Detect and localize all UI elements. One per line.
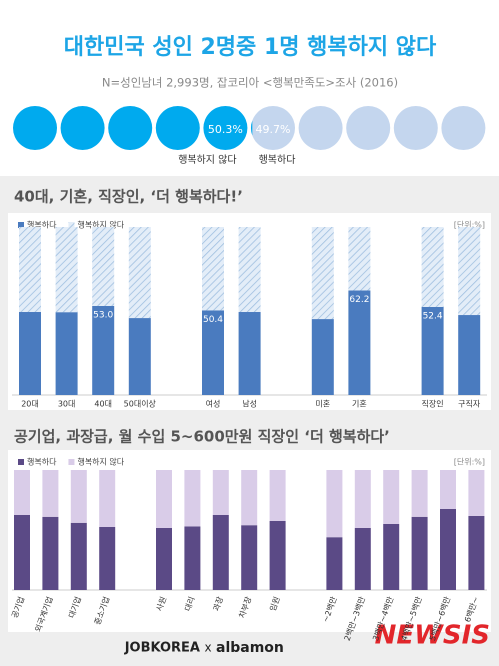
pictogram-circle — [13, 106, 57, 150]
bar-segment — [238, 227, 261, 313]
bar-segment — [326, 537, 343, 590]
bar-segment — [70, 522, 87, 590]
x-tick-label: 기혼 — [352, 399, 367, 409]
unit-label: [단위:%] — [454, 457, 485, 467]
brand: JOBKOREA — [124, 641, 200, 656]
x-tick-label: 여성 — [206, 399, 221, 409]
subtitle: N=성인남녀 2,993명, 잡코리아 <행복만족도>조사 (2016) — [102, 76, 398, 90]
bar-segment — [19, 227, 41, 313]
bar-segment — [383, 524, 400, 590]
pictogram-circle — [155, 106, 200, 150]
bar-segment — [92, 227, 115, 306]
value-label: 52.4 — [423, 311, 443, 321]
x-tick-label: 50대이상 — [124, 399, 157, 409]
bar-segment — [458, 227, 481, 316]
bar-segment — [269, 470, 286, 521]
legend-label: 행복하다 — [27, 220, 57, 230]
bar-segment — [241, 470, 258, 526]
bar-segment — [241, 525, 258, 590]
bar-segment — [70, 470, 87, 523]
title: 대한민국 성인 2명중 1명 행복하지 않다 — [64, 35, 437, 60]
x-tick-label: 30대 — [58, 400, 76, 409]
pictogram-circle — [346, 106, 391, 150]
bar-segment — [19, 312, 41, 395]
bar-segment — [184, 526, 201, 590]
bar-segment — [55, 227, 78, 313]
bar-segment — [468, 515, 485, 590]
section-title: 공기업, 과장급, 월 수입 5~600만원 직장인 ‘더 행복하다’ — [14, 428, 390, 446]
bar-segment — [383, 470, 400, 524]
bar-segment — [440, 509, 456, 590]
bar-segment — [468, 470, 485, 516]
bar-segment — [326, 470, 343, 538]
legend-label: 행복하지 않다 — [77, 220, 124, 230]
bar-segment — [92, 305, 115, 395]
bar-segment — [411, 516, 428, 590]
x-tick-label: 20대 — [21, 400, 39, 409]
bar-segment — [14, 470, 30, 515]
legend-swatch — [18, 222, 24, 228]
value-label: 49.7% — [256, 123, 291, 136]
bar-segment — [42, 516, 59, 590]
unit-label: [단위:%] — [454, 220, 485, 230]
legend-swatch — [68, 459, 75, 465]
bar-segment — [421, 306, 444, 395]
bar-segment — [348, 227, 371, 291]
bar-segment — [269, 521, 286, 590]
bar-segment — [156, 527, 172, 590]
x-tick-label: 구직자 — [458, 399, 481, 409]
legend-label: 행복하다 — [27, 457, 57, 467]
x-tick-label: 과장 — [211, 595, 226, 613]
category-label: 행복하지 않다 — [178, 153, 236, 166]
bar-segment — [238, 312, 261, 395]
x-tick-label: 미혼 — [315, 399, 330, 409]
bar-segment — [156, 470, 172, 528]
pictogram-circle — [60, 106, 105, 150]
pictogram-circle — [108, 106, 153, 150]
bar-segment — [212, 515, 229, 590]
brand-separator: x — [204, 641, 211, 655]
value-label: 50.3% — [208, 123, 243, 136]
bar-segment — [42, 470, 59, 517]
section-title: 40대, 기혼, 직장인, ‘더 행복하다!’ — [14, 188, 243, 206]
bar-segment — [55, 312, 78, 395]
legend-label: 행복하지 않다 — [77, 457, 124, 467]
bar-segment — [99, 527, 116, 590]
bar-segment — [212, 470, 229, 515]
value-label: 62.2 — [349, 295, 369, 305]
pictogram-circle — [441, 106, 486, 150]
value-label: 50.4 — [203, 315, 223, 325]
bar-segment — [348, 290, 371, 395]
bar-segment — [311, 227, 334, 320]
x-tick-label: 직장인 — [422, 399, 444, 409]
bar-segment — [354, 470, 371, 528]
category-label: 행복하다 — [259, 153, 296, 166]
pictogram-circle — [393, 106, 438, 150]
legend-swatch — [68, 222, 75, 228]
brand: albamon — [216, 640, 284, 656]
bar-segment — [440, 470, 456, 509]
bar-segment — [411, 470, 428, 517]
x-tick-label: 40대 — [94, 400, 112, 409]
bar-segment — [421, 227, 444, 307]
value-label: 53.0 — [93, 310, 113, 320]
bar-segment — [202, 227, 224, 311]
bar-segment — [311, 319, 334, 395]
bar-segment — [99, 470, 116, 527]
bar-segment — [128, 227, 151, 319]
legend-swatch — [18, 459, 24, 465]
bar-segment — [354, 527, 371, 590]
pictogram-circle — [203, 106, 248, 150]
bar-segment — [128, 318, 151, 395]
bar-segment — [14, 515, 30, 590]
bar-segment — [458, 315, 481, 395]
bar-segment — [202, 310, 224, 395]
x-tick-label: 남성 — [242, 400, 257, 409]
source-watermark: NEWSIS — [375, 621, 490, 651]
bar-segment — [184, 470, 201, 527]
pictogram-partial — [251, 120, 253, 136]
pictogram-circle — [298, 106, 343, 150]
pictogram-circle — [251, 106, 295, 150]
